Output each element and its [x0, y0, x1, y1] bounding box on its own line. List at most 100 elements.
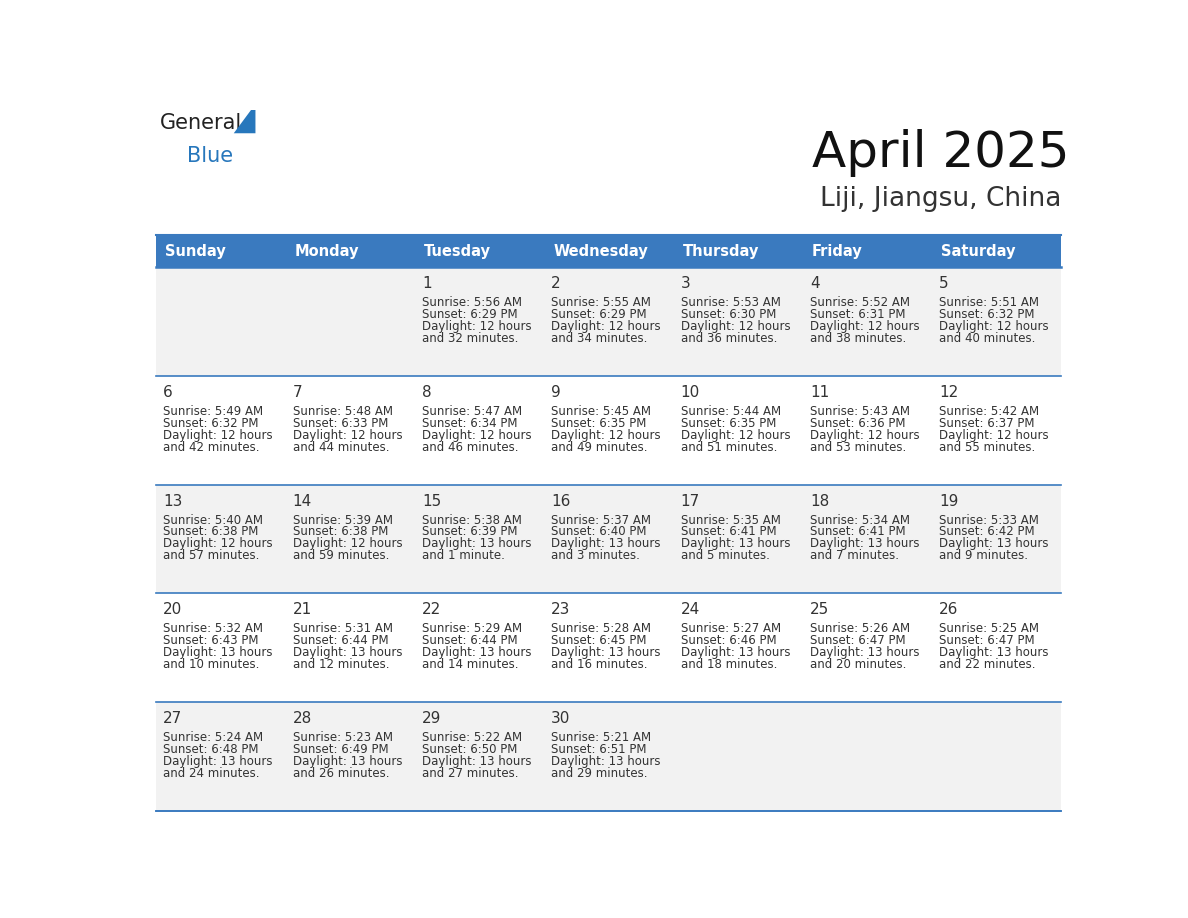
Text: Daylight: 12 hours: Daylight: 12 hours — [164, 537, 273, 551]
Bar — [933, 235, 1061, 267]
Text: and 38 minutes.: and 38 minutes. — [810, 332, 906, 345]
Text: 23: 23 — [551, 602, 570, 617]
Text: Sunset: 6:33 PM: Sunset: 6:33 PM — [292, 417, 388, 430]
Text: Tuesday: Tuesday — [424, 243, 491, 259]
Polygon shape — [234, 104, 255, 133]
Text: and 20 minutes.: and 20 minutes. — [810, 658, 906, 671]
Text: and 36 minutes.: and 36 minutes. — [681, 332, 777, 345]
Text: Daylight: 13 hours: Daylight: 13 hours — [422, 646, 531, 659]
Text: Sunrise: 5:26 AM: Sunrise: 5:26 AM — [810, 622, 910, 635]
Text: and 24 minutes.: and 24 minutes. — [164, 767, 260, 779]
Text: and 27 minutes.: and 27 minutes. — [422, 767, 518, 779]
Text: 17: 17 — [681, 494, 700, 509]
Text: 13: 13 — [164, 494, 183, 509]
Text: Sunrise: 5:24 AM: Sunrise: 5:24 AM — [164, 731, 264, 744]
Text: 1: 1 — [422, 276, 431, 291]
Text: and 12 minutes.: and 12 minutes. — [292, 658, 390, 671]
Text: Sunset: 6:41 PM: Sunset: 6:41 PM — [681, 525, 776, 539]
Text: Blue: Blue — [188, 146, 233, 165]
Text: Daylight: 12 hours: Daylight: 12 hours — [422, 320, 531, 333]
Text: Sunrise: 5:35 AM: Sunrise: 5:35 AM — [681, 513, 781, 527]
Text: Sunset: 6:31 PM: Sunset: 6:31 PM — [810, 308, 905, 321]
Text: Daylight: 12 hours: Daylight: 12 hours — [292, 537, 403, 551]
Text: and 59 minutes.: and 59 minutes. — [292, 549, 388, 563]
Text: Sunset: 6:51 PM: Sunset: 6:51 PM — [551, 743, 646, 756]
Text: 7: 7 — [292, 385, 302, 400]
Text: and 57 minutes.: and 57 minutes. — [164, 549, 260, 563]
Text: Sunrise: 5:48 AM: Sunrise: 5:48 AM — [292, 405, 393, 418]
Text: 21: 21 — [292, 602, 312, 617]
Bar — [803, 235, 933, 267]
Text: Daylight: 12 hours: Daylight: 12 hours — [551, 320, 661, 333]
Text: Daylight: 13 hours: Daylight: 13 hours — [810, 537, 920, 551]
Text: Sunrise: 5:49 AM: Sunrise: 5:49 AM — [164, 405, 264, 418]
Text: Daylight: 12 hours: Daylight: 12 hours — [292, 429, 403, 442]
Text: Daylight: 13 hours: Daylight: 13 hours — [681, 537, 790, 551]
Text: Sunrise: 5:47 AM: Sunrise: 5:47 AM — [422, 405, 522, 418]
Text: and 14 minutes.: and 14 minutes. — [422, 658, 518, 671]
Text: and 44 minutes.: and 44 minutes. — [292, 441, 390, 453]
Text: and 49 minutes.: and 49 minutes. — [551, 441, 647, 453]
Text: Sunset: 6:38 PM: Sunset: 6:38 PM — [164, 525, 259, 539]
Text: Daylight: 13 hours: Daylight: 13 hours — [810, 646, 920, 659]
Text: Daylight: 12 hours: Daylight: 12 hours — [422, 429, 531, 442]
Text: Daylight: 13 hours: Daylight: 13 hours — [164, 755, 273, 767]
Text: 18: 18 — [810, 494, 829, 509]
Text: Wednesday: Wednesday — [554, 243, 647, 259]
Text: 28: 28 — [292, 711, 312, 726]
Text: 3: 3 — [681, 276, 690, 291]
Text: Sunset: 6:45 PM: Sunset: 6:45 PM — [551, 634, 646, 647]
Text: 6: 6 — [164, 385, 173, 400]
Text: Sunrise: 5:44 AM: Sunrise: 5:44 AM — [681, 405, 781, 418]
Text: Sunset: 6:42 PM: Sunset: 6:42 PM — [940, 525, 1035, 539]
Text: Sunday: Sunday — [165, 243, 226, 259]
Text: Daylight: 12 hours: Daylight: 12 hours — [940, 429, 1049, 442]
Text: and 5 minutes.: and 5 minutes. — [681, 549, 770, 563]
Text: and 16 minutes.: and 16 minutes. — [551, 658, 647, 671]
Text: and 22 minutes.: and 22 minutes. — [940, 658, 1036, 671]
Text: and 32 minutes.: and 32 minutes. — [422, 332, 518, 345]
Text: Sunset: 6:30 PM: Sunset: 6:30 PM — [681, 308, 776, 321]
Text: Sunrise: 5:45 AM: Sunrise: 5:45 AM — [551, 405, 651, 418]
Text: 10: 10 — [681, 385, 700, 400]
Text: Saturday: Saturday — [941, 243, 1016, 259]
Text: Sunset: 6:37 PM: Sunset: 6:37 PM — [940, 417, 1035, 430]
Text: 15: 15 — [422, 494, 441, 509]
Text: and 3 minutes.: and 3 minutes. — [551, 549, 640, 563]
Text: Sunrise: 5:53 AM: Sunrise: 5:53 AM — [681, 297, 781, 309]
Text: 22: 22 — [422, 602, 441, 617]
Text: Sunset: 6:44 PM: Sunset: 6:44 PM — [292, 634, 388, 647]
Text: Sunrise: 5:39 AM: Sunrise: 5:39 AM — [292, 513, 393, 527]
Text: and 10 minutes.: and 10 minutes. — [164, 658, 260, 671]
Text: Daylight: 13 hours: Daylight: 13 hours — [940, 646, 1049, 659]
Text: Sunset: 6:36 PM: Sunset: 6:36 PM — [810, 417, 905, 430]
Text: Daylight: 13 hours: Daylight: 13 hours — [292, 755, 403, 767]
Text: Sunset: 6:35 PM: Sunset: 6:35 PM — [551, 417, 646, 430]
Text: Daylight: 13 hours: Daylight: 13 hours — [292, 646, 403, 659]
Text: Sunset: 6:49 PM: Sunset: 6:49 PM — [292, 743, 388, 756]
Text: Sunrise: 5:34 AM: Sunrise: 5:34 AM — [810, 513, 910, 527]
Text: 19: 19 — [940, 494, 959, 509]
Text: Sunrise: 5:33 AM: Sunrise: 5:33 AM — [940, 513, 1040, 527]
Text: Daylight: 13 hours: Daylight: 13 hours — [681, 646, 790, 659]
Bar — [157, 376, 1061, 485]
Text: 5: 5 — [940, 276, 949, 291]
Text: 14: 14 — [292, 494, 312, 509]
Text: 30: 30 — [551, 711, 570, 726]
Text: Thursday: Thursday — [683, 243, 759, 259]
Text: Daylight: 13 hours: Daylight: 13 hours — [164, 646, 273, 659]
Text: Daylight: 12 hours: Daylight: 12 hours — [681, 320, 790, 333]
Text: and 51 minutes.: and 51 minutes. — [681, 441, 777, 453]
Text: Daylight: 13 hours: Daylight: 13 hours — [551, 537, 661, 551]
Text: and 42 minutes.: and 42 minutes. — [164, 441, 260, 453]
Text: Daylight: 12 hours: Daylight: 12 hours — [164, 429, 273, 442]
Text: Sunrise: 5:52 AM: Sunrise: 5:52 AM — [810, 297, 910, 309]
Text: 11: 11 — [810, 385, 829, 400]
Text: Daylight: 13 hours: Daylight: 13 hours — [940, 537, 1049, 551]
Text: Sunset: 6:46 PM: Sunset: 6:46 PM — [681, 634, 776, 647]
Text: Sunset: 6:29 PM: Sunset: 6:29 PM — [551, 308, 647, 321]
Text: General: General — [160, 113, 242, 133]
Text: and 9 minutes.: and 9 minutes. — [940, 549, 1029, 563]
Text: Sunrise: 5:38 AM: Sunrise: 5:38 AM — [422, 513, 522, 527]
Text: and 46 minutes.: and 46 minutes. — [422, 441, 518, 453]
